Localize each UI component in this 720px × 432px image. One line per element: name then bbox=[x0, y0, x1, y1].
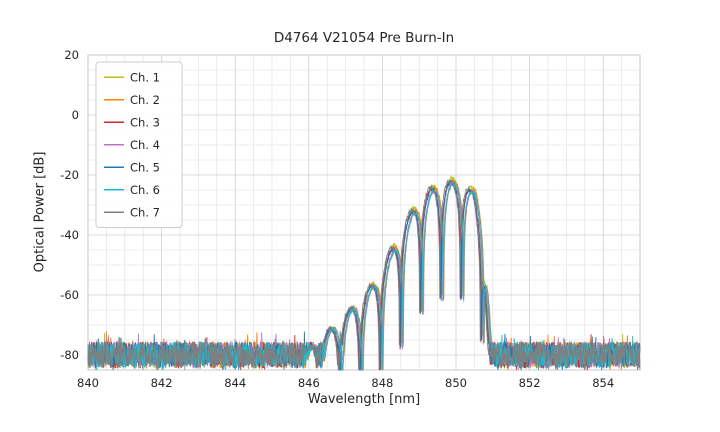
x-tick-label: 852 bbox=[519, 376, 541, 390]
x-tick-label: 842 bbox=[151, 376, 173, 390]
legend-label: Ch. 5 bbox=[130, 160, 160, 174]
y-tick-label: -20 bbox=[60, 168, 79, 182]
legend-entry: Ch. 2 bbox=[104, 93, 160, 107]
x-axis-label: Wavelength [nm] bbox=[307, 392, 421, 407]
y-tick-label: -80 bbox=[60, 348, 79, 362]
legend-entry: Ch. 6 bbox=[104, 183, 160, 197]
series-ch-7 bbox=[87, 178, 641, 371]
legend-label: Ch. 3 bbox=[130, 115, 160, 129]
axes-frame bbox=[87, 54, 641, 371]
legend-label: Ch. 4 bbox=[130, 138, 160, 152]
legend-box bbox=[95, 61, 183, 228]
legend-label: Ch. 7 bbox=[130, 205, 160, 219]
y-tick-label: 20 bbox=[64, 48, 79, 62]
y-tick-label: 0 bbox=[72, 108, 79, 122]
legend-label: Ch. 1 bbox=[130, 70, 160, 84]
legend-label: Ch. 2 bbox=[130, 93, 160, 107]
x-tick-label: 850 bbox=[445, 376, 467, 390]
legend-entry: Ch. 4 bbox=[104, 138, 160, 152]
y-tick-label: -40 bbox=[60, 228, 79, 242]
legend-entry: Ch. 7 bbox=[104, 205, 160, 219]
chart-title: D4764 V21054 Pre Burn-In bbox=[273, 30, 455, 46]
legend-entry: Ch. 1 bbox=[104, 70, 160, 84]
x-tick-label: 840 bbox=[77, 376, 99, 390]
legend-entry: Ch. 5 bbox=[104, 160, 160, 174]
legend-entry: Ch. 3 bbox=[104, 115, 160, 129]
legend: Ch. 1 Ch. 2 Ch. 3 Ch. 4 Ch. 5 Ch. 6 Ch. 7 bbox=[95, 61, 183, 228]
legend-label: Ch. 6 bbox=[130, 183, 160, 197]
x-tick-label: 844 bbox=[224, 376, 246, 390]
y-tick-label: -60 bbox=[60, 288, 79, 302]
x-tick-label: 846 bbox=[298, 376, 320, 390]
x-tick-label: 848 bbox=[371, 376, 393, 390]
x-tick-label: 854 bbox=[592, 376, 614, 390]
